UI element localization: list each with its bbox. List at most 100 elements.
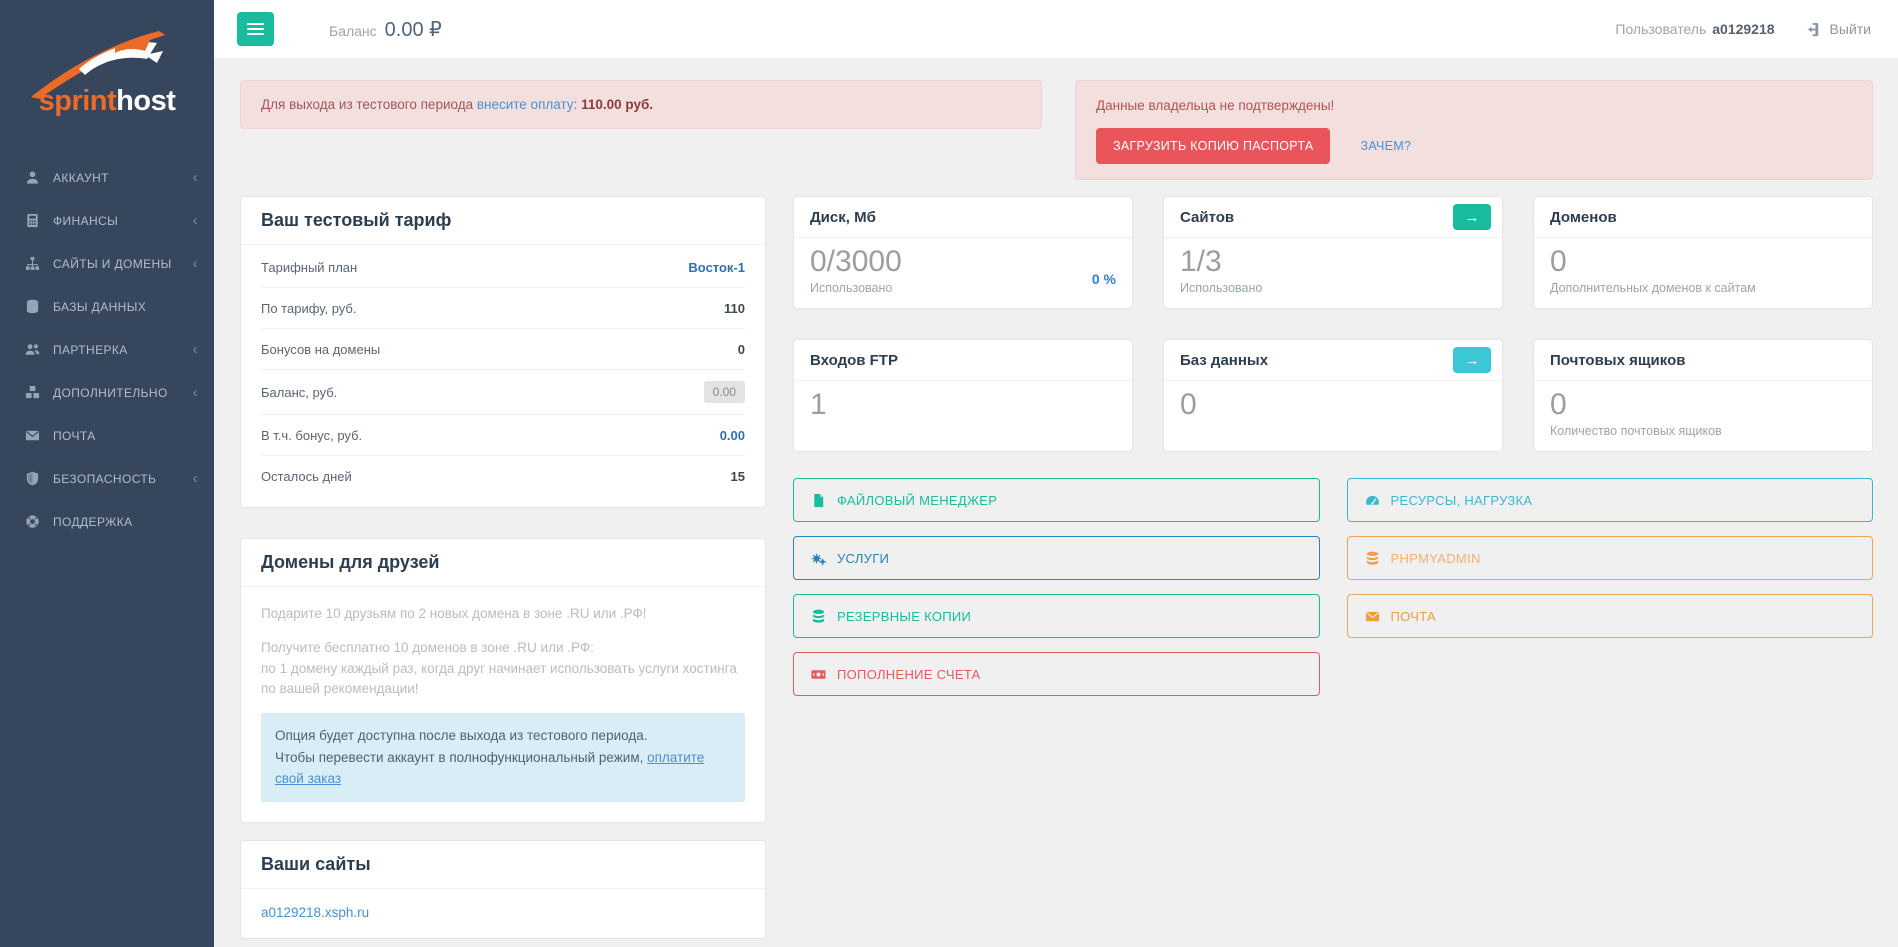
disk-usage-percent: 0 % xyxy=(1091,270,1116,287)
mail-icon xyxy=(25,428,42,443)
mailboxes-stat-card: Почтовых ящиков 0 Количество почтовых ящ… xyxy=(1533,339,1873,452)
site-link[interactable]: a0129218.xsph.ru xyxy=(261,904,370,920)
menu-toggle-button[interactable] xyxy=(237,12,274,46)
domains-stat-card: Доменов 0 Дополнительных доменов к сайта… xyxy=(1533,196,1873,309)
file-manager-button[interactable]: ФАЙЛОВЫЙ МЕНЕДЖЕР xyxy=(793,478,1320,522)
sites-stat-card: Сайтов → 1/3 Использовано xyxy=(1163,196,1503,309)
sign-out-icon xyxy=(1807,22,1818,36)
username: a0129218 xyxy=(1712,21,1775,37)
tariff-row-bonus: В т.ч. бонус, руб. 0.00 xyxy=(261,415,745,456)
sidebar-item-security[interactable]: БЕЗОПАСНОСТЬ ‹ xyxy=(0,457,214,500)
payment-amount: 110.00 руб. xyxy=(581,97,654,112)
tariff-card-title: Ваш тестовый тариф xyxy=(261,210,452,230)
sidebar-item-support[interactable]: ПОДДЕРЖКА xyxy=(0,500,214,543)
phpmyadmin-button[interactable]: PHPMYADMIN xyxy=(1346,536,1873,580)
mailboxes-count-value: 0 xyxy=(1550,388,1567,421)
sidebar-item-label: БЕЗОПАСНОСТЬ xyxy=(53,471,157,486)
sidebar-item-finance[interactable]: ФИНАНСЫ ‹ xyxy=(0,199,214,242)
sidebar-item-label: ПОДДЕРЖКА xyxy=(53,514,133,529)
sidebar-item-label: ПАРТНЕРКА xyxy=(53,342,128,357)
shield-icon xyxy=(25,471,42,486)
sidebar-item-account[interactable]: АККАУНТ ‹ xyxy=(0,156,214,199)
ftp-stat-card: Входов FTP 1 xyxy=(793,339,1133,452)
logout-label: Выйти xyxy=(1829,21,1871,37)
balance: Баланс 0.00 ₽ xyxy=(329,17,442,42)
user-icon xyxy=(25,170,42,185)
friends-intro-text: Подарите 10 друзьям по 2 новых домена в … xyxy=(261,606,647,621)
chevron-left-icon: ‹ xyxy=(192,212,198,229)
tariff-card: Ваш тестовый тариф Тарифный план Восток-… xyxy=(240,196,766,508)
sidebar-item-partner[interactable]: ПАРТНЕРКА ‹ xyxy=(0,328,214,371)
chevron-left-icon: ‹ xyxy=(192,341,198,358)
backups-button[interactable]: РЕЗЕРВНЫЕ КОПИИ xyxy=(793,594,1320,638)
calculator-icon xyxy=(25,213,42,228)
plan-name-link[interactable]: Восток-1 xyxy=(688,259,745,275)
trial-payment-alert: Для выхода из тестового периода внесите … xyxy=(240,80,1042,129)
databases-stat-card: Баз данных → 0 xyxy=(1163,339,1503,452)
user-label: Пользователь xyxy=(1615,21,1707,37)
sidebar-item-label: ДОПОЛНИТЕЛЬНО xyxy=(53,385,168,400)
support-icon xyxy=(25,514,42,529)
why-link[interactable]: ЗАЧЕМ? xyxy=(1360,139,1412,153)
sidebar: sprinthost АККАУНТ ‹ ФИНАНСЫ ‹ САЙТЫ И Д… xyxy=(0,0,214,947)
database-icon xyxy=(812,609,825,623)
upload-passport-button[interactable]: ЗАГРУЗИТЬ КОПИЮ ПАСПОРТА xyxy=(1096,128,1331,164)
sprinthost-logo[interactable]: sprinthost xyxy=(0,0,214,142)
sitemap-icon xyxy=(25,256,42,271)
top-up-button[interactable]: ПОПОЛНЕНИЕ СЧЕТА xyxy=(793,652,1320,696)
balance-value: 0.00 ₽ xyxy=(384,18,442,41)
balance-label: Баланс xyxy=(329,22,377,39)
chevron-left-icon: ‹ xyxy=(192,255,198,272)
sidebar-menu: АККАУНТ ‹ ФИНАНСЫ ‹ САЙТЫ И ДОМЕНЫ ‹ БАЗ… xyxy=(0,142,214,543)
domains-count-value: 0 xyxy=(1550,245,1567,278)
sites-usage-value: 1/3 xyxy=(1180,245,1222,278)
logo-wordmark: sprinthost xyxy=(38,84,176,117)
disk-usage-value: 0/3000 xyxy=(810,245,902,278)
logo-rocket-icon xyxy=(31,30,165,99)
chevron-left-icon: ‹ xyxy=(192,384,198,401)
friends-card-title: Домены для друзей xyxy=(261,552,440,572)
resources-load-button[interactable]: РЕСУРСЫ, НАГРУЗКА xyxy=(1346,478,1873,522)
go-to-databases-button[interactable]: → xyxy=(1453,347,1491,373)
sidebar-item-additional[interactable]: ДОПОЛНИТЕЛЬНО ‹ xyxy=(0,371,214,414)
your-sites-card: Ваши сайты a0129218.xsph.ru xyxy=(240,839,766,939)
gears-icon xyxy=(811,553,826,565)
services-button[interactable]: УСЛУГИ xyxy=(793,536,1320,580)
sidebar-item-label: АККАУНТ xyxy=(53,170,109,185)
go-to-sites-button[interactable]: → xyxy=(1453,204,1491,230)
sidebar-item-label: ПОЧТА xyxy=(53,428,96,443)
sidebar-item-label: ФИНАНСЫ xyxy=(53,213,119,228)
file-icon xyxy=(814,493,824,507)
friends-details-text: Получите бесплатно 10 доменов в зоне .RU… xyxy=(261,640,737,696)
chevron-left-icon: ‹ xyxy=(192,169,198,186)
sidebar-item-label: БАЗЫ ДАННЫХ xyxy=(53,299,147,314)
tariff-row-plan: Тарифный план Восток-1 xyxy=(261,247,745,288)
ftp-count-value: 1 xyxy=(810,388,827,421)
chevron-left-icon: ‹ xyxy=(192,470,198,487)
sidebar-item-label: САЙТЫ И ДОМЕНЫ xyxy=(53,256,172,271)
money-icon xyxy=(811,669,826,679)
topbar: Баланс 0.00 ₽ Пользователь a0129218 Выйт… xyxy=(214,0,1898,58)
pay-order-link[interactable]: оплатите свой заказ xyxy=(275,749,705,787)
sidebar-item-mail[interactable]: ПОЧТА xyxy=(0,414,214,457)
tariff-row-days-left: Осталось дней 15 xyxy=(261,469,745,484)
tachometer-icon xyxy=(1365,495,1379,505)
make-payment-link[interactable]: внесите оплату xyxy=(476,97,574,112)
mail-icon xyxy=(1365,611,1379,621)
balance-badge: 0.00 xyxy=(703,381,745,403)
tariff-row-balance: Баланс, руб. 0.00 xyxy=(261,370,745,415)
users-icon xyxy=(25,342,42,357)
trial-option-note: Опция будет доступна после выхода из тес… xyxy=(261,713,745,802)
mail-button[interactable]: ПОЧТА xyxy=(1346,594,1873,638)
logout-button[interactable]: Выйти xyxy=(1807,21,1871,37)
sidebar-item-databases[interactable]: БАЗЫ ДАННЫХ xyxy=(0,285,214,328)
owner-verification-alert: Данные владельца не подтверждены! ЗАГРУЗ… xyxy=(1075,80,1873,180)
tariff-row-domain-bonus: Бонусов на домены 0 xyxy=(261,329,745,370)
alert-text: Для выхода из тестового периода xyxy=(261,97,477,112)
database-icon xyxy=(1366,551,1378,565)
sidebar-item-sites-domains[interactable]: САЙТЫ И ДОМЕНЫ ‹ xyxy=(0,242,214,285)
cubes-icon xyxy=(25,385,42,400)
databases-count-value: 0 xyxy=(1180,388,1197,421)
tariff-row-price: По тарифу, руб. 110 xyxy=(261,288,745,329)
friends-domains-card: Домены для друзей Подарите 10 друзьям по… xyxy=(240,538,766,823)
